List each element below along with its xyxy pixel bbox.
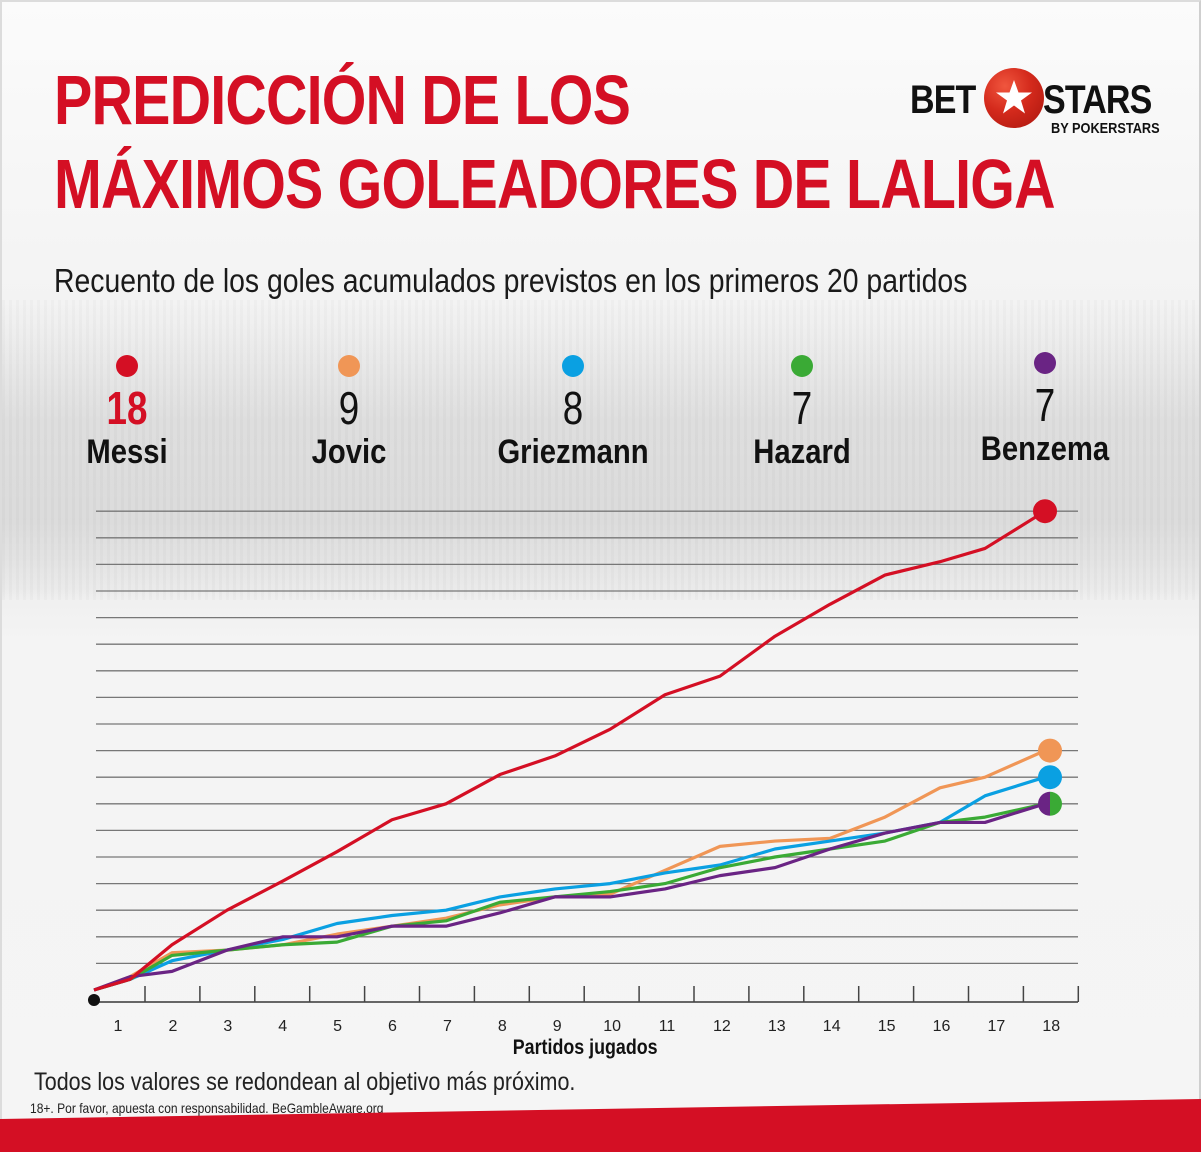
legend-name: Benzema [980,430,1110,468]
x-tick-label: 13 [768,1018,786,1035]
logo-byline: BY POKERSTARS [1051,120,1160,137]
star-football-icon [984,68,1044,128]
title-line-2: MÁXIMOS GOLEADORES DE LALIGA [54,145,1056,223]
legend-value: 18 [106,382,148,434]
x-tick-label: 6 [388,1018,397,1035]
x-axis-label: Partidos jugados [512,1036,658,1059]
legend-item-messi: 18 Messi [27,355,227,471]
legend-item-griezmann: 8 Griezmann [473,355,673,471]
x-tick-label: 15 [878,1018,896,1035]
logo-stars-text: STARS [1043,78,1152,122]
x-tick-label: 3 [223,1018,232,1035]
x-tick-label: 17 [988,1018,1006,1035]
rounding-note: Todos los valores se redondean al objeti… [34,1068,576,1096]
x-tick-label: 11 [659,1018,676,1035]
series-line-benzema [93,802,1046,992]
x-tick-label: 14 [823,1018,841,1035]
x-tick-label: 4 [278,1018,287,1035]
betstars-logo: BET STARS BY POKERSTARS [910,68,1170,140]
page-title: PREDICCIÓN DE LOS MÁXIMOS GOLEADORES DE … [54,58,1056,226]
responsible-gambling-notice: 18+. Por favor, apuesta con responsabili… [30,1100,384,1116]
chart-subtitle: Recuento de los goles acumulados previst… [54,262,968,299]
legend-dot-icon [116,355,138,377]
legend-dot-icon [338,355,360,377]
legend-value: 9 [338,382,360,434]
x-tick-label: 18 [1042,1018,1060,1035]
end-marker-griezmann [1038,765,1062,790]
end-marker-benzema [1038,791,1050,816]
legend-name: Griezmann [497,433,649,471]
legend-dot-icon [791,355,813,377]
legend-item-hazard: 7 Hazard [702,355,902,471]
legend-name: Hazard [753,433,851,471]
end-marker-messi [1033,499,1057,524]
chart-end-markers [88,499,1062,1006]
legend-dot-icon [562,355,584,377]
title-line-1: PREDICCIÓN DE LOS [54,61,631,139]
x-tick-label: 12 [713,1018,731,1035]
x-tick-label: 16 [933,1018,951,1035]
series-line-messi [93,509,1046,992]
x-tick-label: 9 [553,1018,562,1035]
legend-name: Jovic [311,433,387,471]
origin-marker [88,994,100,1006]
x-axis: 1 2 3 4 5 6 7 8 9 10 11 12 13 14 15 16 17 18 [94,986,1080,1035]
x-tick-label: 10 [603,1018,621,1035]
x-tick-label: 5 [333,1018,342,1035]
logo-bet-text: BET [910,78,976,122]
legend-name: Messi [86,433,168,471]
legend-item-jovic: 9 Jovic [249,355,449,471]
legend-value: 7 [791,382,813,434]
chart-gridlines [96,510,1078,965]
legend-item-benzema: 7 Benzema [945,352,1145,468]
chart-series [93,509,1046,992]
x-tick-label: 1 [114,1018,123,1035]
end-marker-hazard [1050,791,1062,816]
x-tick-label: 8 [498,1018,507,1035]
stadium-background [2,300,1199,600]
x-tick-label: 2 [168,1018,177,1035]
legend-value: 7 [1034,379,1056,431]
x-tick-label: 7 [443,1018,452,1035]
legend-dot-icon [1034,352,1056,374]
end-marker-jovic [1038,738,1062,763]
legend-value: 8 [562,382,584,434]
